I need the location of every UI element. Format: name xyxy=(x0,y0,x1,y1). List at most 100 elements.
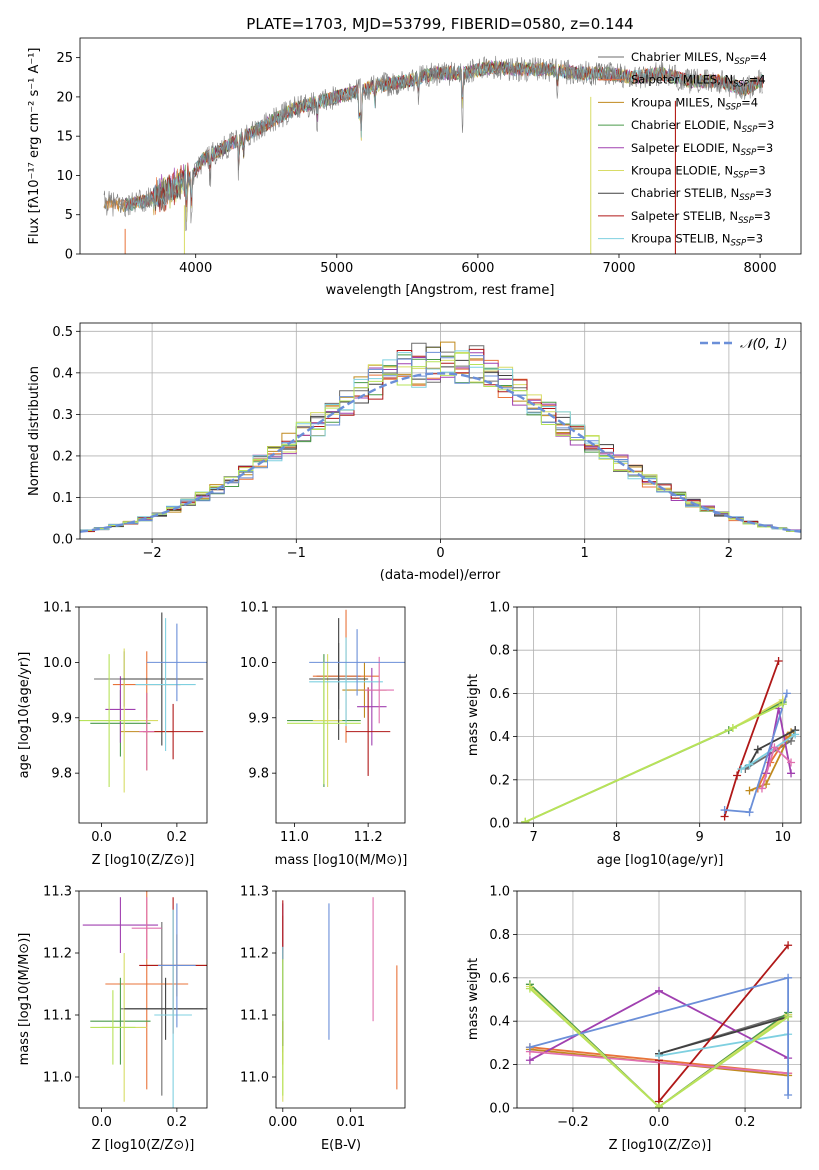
mE-xlabel: E(B-V) xyxy=(321,1138,361,1153)
x-tick-label: 4000 xyxy=(179,261,212,276)
errorbar-point xyxy=(90,977,151,1065)
weight-series xyxy=(521,700,787,823)
legend-label-text: Salpeter STELIB, N xyxy=(631,209,738,223)
weight-line xyxy=(658,1016,789,1055)
x-tick-label: 7000 xyxy=(602,261,635,276)
x-tick-label: 0.2 xyxy=(167,830,188,845)
residuals-xlabel: (data-model)/error xyxy=(380,568,501,583)
legend-label-sub: SSP xyxy=(734,57,750,67)
weight-marker xyxy=(791,730,800,739)
x-tick-label: 0.2 xyxy=(167,1115,188,1130)
plot-background xyxy=(517,607,801,823)
weight-marker xyxy=(733,771,742,780)
errorbar-point xyxy=(158,903,196,1028)
weight-marker xyxy=(784,1090,793,1099)
plot-background xyxy=(79,607,207,823)
errorbar-point xyxy=(79,654,140,787)
legend-label-sub: SSP xyxy=(738,216,754,226)
weight-marker xyxy=(787,769,796,778)
legend-label-text: Chabrier ELODIE, N xyxy=(631,118,742,132)
axes-frame xyxy=(79,37,802,255)
legend-label-sub: SSP xyxy=(739,193,755,203)
weight-series xyxy=(525,973,793,1099)
y-tick-label: 0.1 xyxy=(52,491,73,506)
spectrum-title: PLATE=1703, MJD=53799, FIBERID=0580, z=0… xyxy=(246,15,633,33)
y-tick-label: 0.3 xyxy=(52,408,73,423)
y-tick-label: 0.2 xyxy=(52,449,73,464)
weight-marker xyxy=(774,657,783,665)
age-vs-mass-panel: 11.0 11.2 9.8 9.9 10.0 10.1 xyxy=(240,601,406,845)
y-tick-label: 0.5 xyxy=(52,325,73,340)
errorbar-point xyxy=(120,612,204,746)
errorbar-point xyxy=(309,629,405,696)
errorbar-point xyxy=(124,977,207,1040)
ageZ-ylabel: age [log10(age/yr)] xyxy=(17,652,32,779)
residuals-panel: −2 −1 0 1 2 0.0 0.1 0.2 0.3 0.4 0.5 𝒩(0, 1) xyxy=(52,322,802,561)
weight-series xyxy=(737,730,800,773)
x-tick-label: 0.2 xyxy=(735,1115,756,1130)
y-tick-label: 11.2 xyxy=(240,947,269,962)
legend-label-sub: SSP xyxy=(733,80,749,90)
weight-marker xyxy=(784,973,793,982)
spectrum-xlabel: wavelength [Angstrom, rest frame] xyxy=(326,283,555,298)
weight-series xyxy=(720,689,791,817)
weight-marker xyxy=(720,806,729,815)
x-tick-label: 11.0 xyxy=(280,830,309,845)
axes-frame xyxy=(275,890,406,1109)
legend-label-sub: SSP xyxy=(742,125,758,135)
weight-marker xyxy=(745,808,754,817)
spectrum-lines xyxy=(103,55,763,254)
legend-label-text: Salpeter ELODIE, N xyxy=(631,141,741,155)
errorbar-point xyxy=(309,618,369,740)
y-tick-label: 0.8 xyxy=(489,644,510,659)
wAge-xlabel: age [log10(age/yr)] xyxy=(597,853,724,868)
weight-marker xyxy=(753,745,762,754)
legend-label: Chabrier STELIB, NSSP=3 xyxy=(631,186,772,203)
y-tick-label: 11.3 xyxy=(43,885,72,900)
weight-marker xyxy=(655,1051,663,1060)
y-tick-label: 0.6 xyxy=(489,687,510,702)
mass-vs-Z-panel: 0.0 0.2 11.0 11.1 11.2 11.3 xyxy=(43,885,208,1130)
legend-label-value: =3 xyxy=(754,209,771,223)
x-tick-label: 0.01 xyxy=(336,1115,365,1130)
legend-label-text: Salpeter MILES, N xyxy=(631,73,733,87)
errorbar-point xyxy=(346,687,391,776)
y-tick-label: 9.8 xyxy=(248,767,269,782)
errorbar-point xyxy=(135,618,196,751)
weight-marker xyxy=(655,986,663,995)
x-tick-label: 6000 xyxy=(461,261,494,276)
legend-label-value: =4 xyxy=(749,73,766,87)
legend-label-sub: SSP xyxy=(731,239,747,249)
errorbar-group xyxy=(79,612,207,793)
histogram-legend: 𝒩(0, 1) xyxy=(700,337,787,352)
legend-label: Chabrier MILES, NSSP=4 xyxy=(631,50,767,67)
legend-label: Kroupa STELIB, NSSP=3 xyxy=(631,232,763,249)
y-tick-label: 10.0 xyxy=(43,656,72,671)
weight-marker xyxy=(525,1056,534,1065)
legend-label-sub: SSP xyxy=(726,102,742,112)
spectrum-data-line xyxy=(103,55,763,232)
y-tick-label: 1.0 xyxy=(489,885,510,900)
plot-background xyxy=(276,607,405,823)
histogram-group xyxy=(80,341,801,534)
x-tick-label: 8000 xyxy=(744,261,777,276)
mZ-xlabel: Z [log10(Z/Z⊙)] xyxy=(92,1138,195,1153)
legend-label: Salpeter MILES, NSSP=4 xyxy=(631,73,766,90)
weight-marker xyxy=(655,1102,663,1108)
legend-label: Chabrier ELODIE, NSSP=3 xyxy=(631,118,774,135)
mass-vs-EBV-panel: 0.00 0.01 11.0 11.1 11.2 11.3 xyxy=(240,885,406,1130)
normal-curve xyxy=(80,372,801,533)
y-tick-label: 20 xyxy=(56,90,73,105)
y-tick-label: 9.9 xyxy=(248,711,269,726)
y-tick-label: 10 xyxy=(56,169,73,184)
x-tick-label: 7 xyxy=(529,830,537,845)
legend-label: Salpeter ELODIE, NSSP=3 xyxy=(631,141,773,158)
legend-label-value: =3 xyxy=(756,141,773,155)
legend-label-value: =3 xyxy=(755,186,772,200)
errorbar-point xyxy=(287,662,361,785)
age-vs-Z-panel: 0.0 0.2 9.8 9.9 10.0 10.1 xyxy=(43,601,208,845)
errorbar-point xyxy=(146,623,207,702)
y-tick-label: 0.0 xyxy=(52,533,73,548)
